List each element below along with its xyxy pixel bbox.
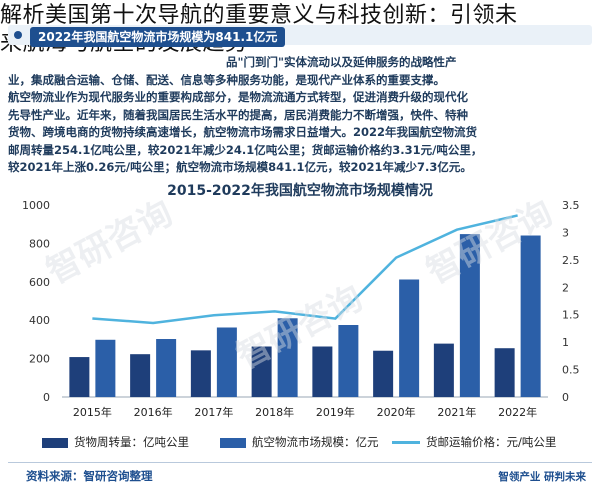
legend-line (392, 441, 420, 444)
bar-market-size (459, 234, 480, 397)
bar-market-size (399, 279, 420, 397)
brand-slogan: 智领产业 研判未来 (498, 471, 586, 483)
section-subheading: 2022年我国航空物流市场规模为841.1亿元 (30, 27, 286, 47)
legend-label: 货物周转量：亿吨公里 (74, 435, 189, 449)
y-left-tick-label: 0 (43, 391, 50, 404)
bar-cargo-turnover (190, 350, 211, 397)
overlay-title-line1: 解析美国第十次导航的重要意义与科技创新：引领未 (0, 3, 518, 28)
x-tick-label: 2020年 (377, 405, 416, 419)
paragraph-line: 货物、跨境电商的货物持续高速增长，航空物流市场需求日益增大。2022年我国航空物… (8, 125, 478, 139)
bar-market-size (338, 325, 359, 397)
legend-label: 货邮运输价格：元/吨公里 (426, 435, 557, 449)
line-freight-price (92, 214, 518, 325)
bar-market-size (520, 235, 541, 397)
bar-cargo-turnover (494, 348, 515, 397)
y-right-tick-label: 2.5 (562, 254, 580, 267)
bar-market-size (216, 327, 237, 397)
x-tick-label: 2018年 (255, 405, 294, 419)
x-tick-label: 2021年 (437, 405, 476, 419)
y-right-tick-label: 1 (562, 336, 569, 349)
legend-swatch (220, 437, 246, 448)
y-left-tick-label: 400 (29, 314, 50, 327)
x-tick-label: 2019年 (316, 405, 355, 419)
y-left-tick-label: 600 (29, 276, 50, 289)
legend-item: 货物周转量：亿吨公里 (42, 434, 189, 450)
y-right-tick-label: 1.5 (562, 309, 580, 322)
paragraph-line: 邮周转量254.1亿吨公里，较2021年减少24.1亿吨公里；货邮运输价格约3.… (8, 142, 483, 157)
y-left-tick-label: 200 (29, 353, 50, 366)
bar-market-size (95, 339, 116, 397)
paragraph-line: 较2021年上涨0.26元/吨公里；航空物流市场规模841.1亿元，较2021年… (8, 160, 472, 174)
y-right-tick-label: 0.5 (562, 364, 580, 377)
bar-cargo-turnover (69, 357, 90, 397)
footer-divider (8, 462, 592, 463)
legend-item: 货邮运输价格：元/吨公里 (392, 434, 556, 450)
x-tick-label: 2017年 (194, 405, 233, 419)
legend-swatch (42, 437, 68, 448)
y-right-tick-label: 0 (562, 391, 569, 404)
paragraph-line: 业，集成融合运输、仓储、配送、信息等多种服务功能，是现代产业体系的重要支撑。 (8, 72, 445, 87)
bar-cargo-turnover (373, 350, 394, 397)
paragraph-line: 品"门到门"实体流动以及延伸服务的战略性产 (226, 55, 457, 69)
paragraph-line: 航空物流业作为现代服务业的重要构成部分，是物流流通方式转型，促进消费升级的现代化 (8, 90, 468, 104)
bar-market-size (156, 339, 177, 397)
y-right-tick-label: 2 (562, 281, 569, 294)
y-right-tick-label: 3 (562, 226, 569, 239)
bar-cargo-turnover (312, 346, 333, 397)
y-left-tick-label: 1000 (22, 199, 50, 212)
legend-label: 航空物流市场规模：亿元 (252, 435, 379, 449)
x-tick-label: 2015年 (73, 405, 112, 419)
x-tick-label: 2016年 (134, 405, 173, 419)
paragraph-line: 先导性产业。近年来，随着我国居民生活水平的提高，居民消费能力不断增强，快件、特种 (8, 107, 468, 122)
y-left-tick-label: 800 (29, 237, 50, 250)
y-right-tick-label: 3.5 (562, 199, 580, 212)
bar-cargo-turnover (251, 346, 272, 397)
x-tick-label: 2022年 (498, 405, 537, 419)
bullet-icon (14, 31, 22, 39)
chart-title: 2015-2022年我国航空物流市场规模情况 (167, 183, 433, 199)
chart: 0 200 400 600 800 1000 0 0.5 1 1.5 2 2.5 3 3.5 2015年 20… (22, 199, 580, 419)
bar-cargo-turnover (130, 354, 151, 397)
chart-legend: 货物周转量：亿吨公里 航空物流市场规模：亿元 货邮运输价格：元/吨公里 (40, 432, 600, 452)
body-paragraph: 品"门到门"实体流动以及延伸服务的战略性产 业，集成融合运输、仓储、配送、信息等… (8, 54, 592, 177)
source-note: 资料来源：智研咨询整理 (26, 469, 153, 483)
bar-cargo-turnover (433, 343, 454, 397)
legend-item: 航空物流市场规模：亿元 (220, 434, 379, 450)
bar-market-size (277, 318, 298, 397)
